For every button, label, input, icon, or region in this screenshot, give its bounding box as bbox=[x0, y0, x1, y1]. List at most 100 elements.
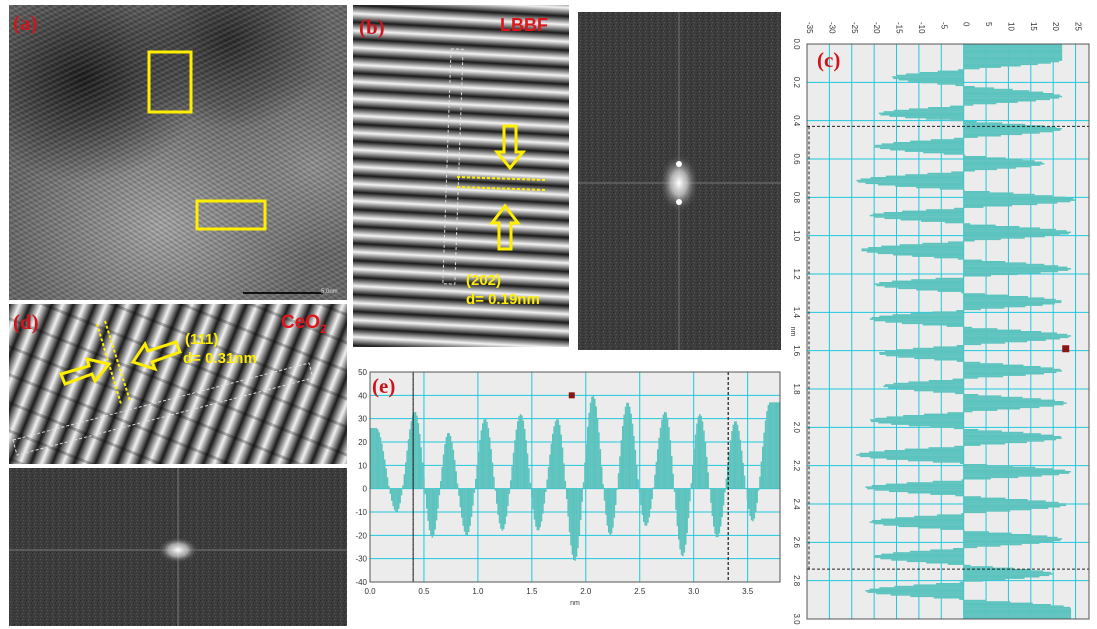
profile-bar bbox=[501, 488, 504, 531]
profile-bar bbox=[963, 361, 981, 364]
profile-bar bbox=[958, 69, 964, 71]
profile-bar bbox=[899, 244, 964, 246]
x-tick-label: 0.5 bbox=[418, 587, 430, 596]
profile-bar bbox=[722, 488, 725, 506]
profile-bar bbox=[963, 275, 992, 277]
profile-bar bbox=[370, 428, 372, 489]
profile-bar bbox=[963, 338, 1060, 340]
profile-bar bbox=[907, 459, 964, 462]
profile-bar bbox=[963, 531, 989, 533]
profile-bar bbox=[570, 488, 572, 546]
y-tick-label: 2.2 bbox=[792, 460, 801, 472]
profile-bar bbox=[703, 430, 705, 489]
profile-bar bbox=[963, 86, 975, 88]
profile-bar bbox=[963, 464, 988, 466]
profile-bar bbox=[963, 394, 979, 396]
profile-bar bbox=[435, 488, 438, 521]
profile-bar bbox=[963, 307, 1005, 309]
profile-bar bbox=[963, 507, 1049, 509]
profile-bar bbox=[458, 488, 460, 496]
profile-bar bbox=[878, 112, 964, 115]
profile-bar bbox=[542, 488, 544, 514]
profile-bar bbox=[880, 557, 964, 560]
profile-bar bbox=[963, 566, 993, 568]
profile-bar bbox=[963, 564, 971, 567]
y-tick-label: 1.6 bbox=[792, 345, 801, 357]
profile-bar bbox=[963, 532, 1012, 535]
profile-bar bbox=[475, 478, 477, 489]
profile-bar bbox=[933, 391, 964, 393]
profile-bar bbox=[442, 454, 445, 489]
profile-bar bbox=[950, 119, 964, 122]
profile-bar bbox=[954, 207, 964, 210]
profile-bar bbox=[963, 191, 990, 193]
profile-bar bbox=[529, 482, 532, 489]
profile-bar bbox=[963, 431, 1024, 434]
profile-bar bbox=[870, 419, 964, 421]
profile-bar bbox=[577, 488, 579, 549]
profile-bar bbox=[937, 290, 964, 292]
profile-bar bbox=[773, 402, 775, 489]
profile-bar bbox=[963, 576, 1040, 578]
profile-bar bbox=[963, 160, 1035, 162]
profile-bar bbox=[908, 424, 964, 427]
profile-bar bbox=[908, 108, 964, 110]
y-tick-label: -20 bbox=[355, 531, 367, 540]
profile-bar bbox=[944, 221, 964, 224]
profile-bar bbox=[884, 350, 964, 353]
profile-bar bbox=[888, 490, 964, 493]
profile-bar bbox=[567, 488, 569, 517]
profile-bar bbox=[711, 488, 714, 517]
profile-bar bbox=[664, 411, 666, 489]
profile-bar bbox=[921, 220, 964, 222]
profile-bar bbox=[626, 402, 628, 489]
profile-bar bbox=[701, 421, 704, 489]
profile-bar bbox=[858, 181, 964, 183]
profile-bar bbox=[873, 522, 964, 525]
profile-bar bbox=[893, 382, 964, 385]
profile-bar bbox=[963, 163, 1045, 165]
profile-bar bbox=[963, 128, 1062, 130]
profile-bar bbox=[636, 464, 638, 489]
x-tick-label: 2.5 bbox=[634, 587, 646, 596]
profile-bar bbox=[727, 464, 729, 489]
fft-image-d bbox=[9, 468, 347, 626]
profile-bar bbox=[585, 443, 588, 489]
profile-bar bbox=[878, 422, 964, 424]
panel-b-spacing: d= 0.19nm bbox=[466, 291, 540, 308]
profile-bar bbox=[963, 296, 1029, 298]
profile-bar bbox=[963, 405, 1055, 407]
profile-bar bbox=[963, 202, 1058, 204]
profile-bar bbox=[963, 298, 1056, 301]
profile-bar bbox=[953, 427, 964, 430]
profile-bar bbox=[480, 430, 483, 489]
profile-bar bbox=[378, 432, 380, 489]
profile-bar bbox=[885, 321, 964, 323]
profile-bar bbox=[940, 528, 964, 530]
profile-bar bbox=[658, 437, 660, 489]
profile-bar bbox=[954, 445, 964, 448]
profile-bar bbox=[592, 395, 595, 489]
profile-bar bbox=[426, 488, 428, 509]
panel-b-label: (b) bbox=[359, 15, 385, 39]
profile-bar bbox=[655, 461, 658, 489]
profile-bar bbox=[398, 488, 400, 509]
profile-bar bbox=[963, 438, 1057, 441]
profile-bar bbox=[449, 436, 452, 489]
profile-bar bbox=[963, 90, 1030, 92]
profile-bar bbox=[963, 608, 1072, 610]
profile-bar bbox=[885, 483, 964, 486]
y-tick-label: -30 bbox=[355, 555, 367, 564]
profile-bar bbox=[909, 550, 964, 553]
profile-bar bbox=[515, 429, 518, 489]
profile-bar bbox=[748, 488, 750, 509]
profile-bar bbox=[668, 427, 670, 489]
profile-bar bbox=[963, 98, 1051, 101]
profile-bar bbox=[963, 543, 1022, 546]
profile-bar bbox=[880, 114, 964, 116]
profile-bar bbox=[760, 461, 763, 489]
profile-bar bbox=[531, 488, 533, 497]
profile-bar bbox=[951, 171, 964, 173]
profile-bar bbox=[491, 462, 494, 489]
profile-bar bbox=[883, 111, 964, 113]
